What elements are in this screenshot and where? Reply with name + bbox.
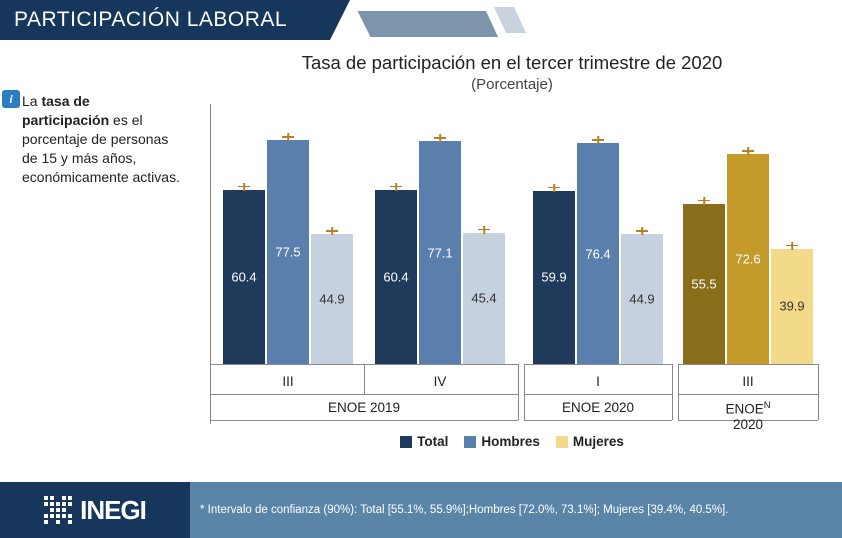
bar-group: 60.4 77.5 44.9	[223, 140, 353, 364]
x-survey-label: ENOEN 2020	[710, 400, 786, 432]
legend-item-total: Total	[400, 434, 448, 449]
error-cap-icon	[548, 187, 560, 189]
bar-value-label: 76.4	[585, 246, 610, 261]
bar-total: 60.4	[223, 190, 265, 364]
error-cap-icon	[326, 230, 338, 232]
bar-value-label: 39.9	[779, 299, 804, 314]
x-baseline	[678, 364, 818, 365]
page-title: PARTICIPACIÓN LABORAL	[14, 8, 287, 32]
legend-label: Total	[417, 434, 448, 449]
x-period-label: I	[596, 374, 600, 389]
bar-total: 60.4	[375, 190, 417, 364]
legend-item-mujeres: Mujeres	[556, 434, 624, 449]
error-cap-icon	[478, 229, 490, 231]
x-baseline	[524, 364, 672, 365]
error-cap-icon	[786, 245, 798, 247]
x-tick	[672, 364, 673, 420]
x-tick	[210, 364, 211, 420]
footer-note-wrap: * Intervalo de confianza (90%): Total [5…	[190, 482, 842, 538]
bar-mujeres: 45.4	[463, 233, 505, 364]
bar-hombres: 72.6	[727, 154, 769, 364]
bar-value-label: 45.4	[471, 291, 496, 306]
bar-hombres: 76.4	[577, 143, 619, 364]
bar-value-label: 44.9	[629, 292, 654, 307]
logo-dots-icon	[44, 496, 72, 524]
chart-subtitle: (Porcentaje)	[200, 76, 824, 93]
bar-value-label: 59.9	[541, 270, 566, 285]
header: PARTICIPACIÓN LABORAL	[0, 0, 842, 40]
bar-group: 59.9 76.4 44.9	[533, 143, 663, 364]
page-title-bar: PARTICIPACIÓN LABORAL	[0, 0, 330, 40]
x-line	[524, 394, 672, 395]
bar-hombres: 77.5	[267, 140, 309, 364]
info-icon: i	[2, 90, 20, 108]
bar-value-label: 44.9	[319, 292, 344, 307]
legend-swatch-icon	[464, 436, 476, 448]
error-cap-icon	[282, 136, 294, 138]
x-tick	[678, 364, 679, 420]
x-line	[210, 420, 518, 421]
legend: Total Hombres Mujeres	[200, 434, 824, 451]
error-cap-icon	[238, 186, 250, 188]
bar-total: 59.9	[533, 191, 575, 364]
header-accent	[352, 0, 492, 40]
x-period-label: III	[742, 374, 753, 389]
bar-value-label: 55.5	[691, 276, 716, 291]
info-text: La tasa de participación es el porcentaj…	[22, 93, 180, 185]
main: i La tasa de participación es el porcent…	[0, 48, 842, 482]
bar-value-label: 77.5	[275, 245, 300, 260]
chart-area: Tasa de participación en el tercer trime…	[200, 48, 824, 482]
legend-swatch-icon	[400, 436, 412, 448]
bar-hombres: 77.1	[419, 141, 461, 364]
bar-value-label: 60.4	[231, 269, 256, 284]
bar-mujeres: 44.9	[621, 234, 663, 364]
legend-item-hombres: Hombres	[464, 434, 540, 449]
footer-note: * Intervalo de confianza (90%): Total [5…	[190, 482, 842, 538]
chart-title: Tasa de participación en el tercer trime…	[200, 52, 824, 74]
header-stripe-1	[356, 11, 498, 37]
bar-value-label: 77.1	[427, 245, 452, 260]
x-survey-label: ENOE 2020	[562, 400, 634, 415]
bar-group: 60.4 77.1 45.4	[375, 141, 505, 364]
x-tick	[818, 364, 819, 420]
legend-swatch-icon	[556, 436, 568, 448]
x-subtick	[364, 364, 365, 394]
bar-total: 55.5	[683, 204, 725, 364]
x-survey-label: ENOE 2019	[328, 400, 400, 415]
bar-group: 55.5 72.6 39.9	[683, 154, 813, 364]
error-cap-icon	[592, 139, 604, 141]
error-cap-icon	[636, 230, 648, 232]
error-cap-icon	[434, 137, 446, 139]
bar-mujeres: 39.9	[771, 249, 813, 364]
logo-text: INEGI	[80, 495, 146, 526]
bar-mujeres: 44.9	[311, 234, 353, 364]
error-cap-icon	[698, 200, 710, 202]
plot: 60.4 77.5 44.9 60.4 77.1 45.4 59.9 76.4 44.9 55.5…	[200, 104, 824, 364]
x-line	[524, 420, 672, 421]
error-cap-icon	[742, 150, 754, 152]
bar-value-label: 72.6	[735, 252, 760, 267]
legend-label: Hombres	[481, 434, 540, 449]
x-period-label: III	[282, 374, 293, 389]
x-tick	[524, 364, 525, 420]
x-tick	[518, 364, 519, 420]
footer: INEGI * Intervalo de confianza (90%): To…	[0, 482, 842, 538]
x-period-label: IV	[434, 374, 447, 389]
legend-label: Mujeres	[573, 434, 624, 449]
header-stripe-2	[494, 7, 526, 33]
x-line	[678, 394, 818, 395]
x-line	[210, 394, 518, 395]
logo: INEGI	[0, 482, 190, 538]
error-cap-icon	[390, 186, 402, 188]
bar-value-label: 60.4	[383, 269, 408, 284]
info-box: i La tasa de participación es el porcent…	[22, 92, 180, 186]
